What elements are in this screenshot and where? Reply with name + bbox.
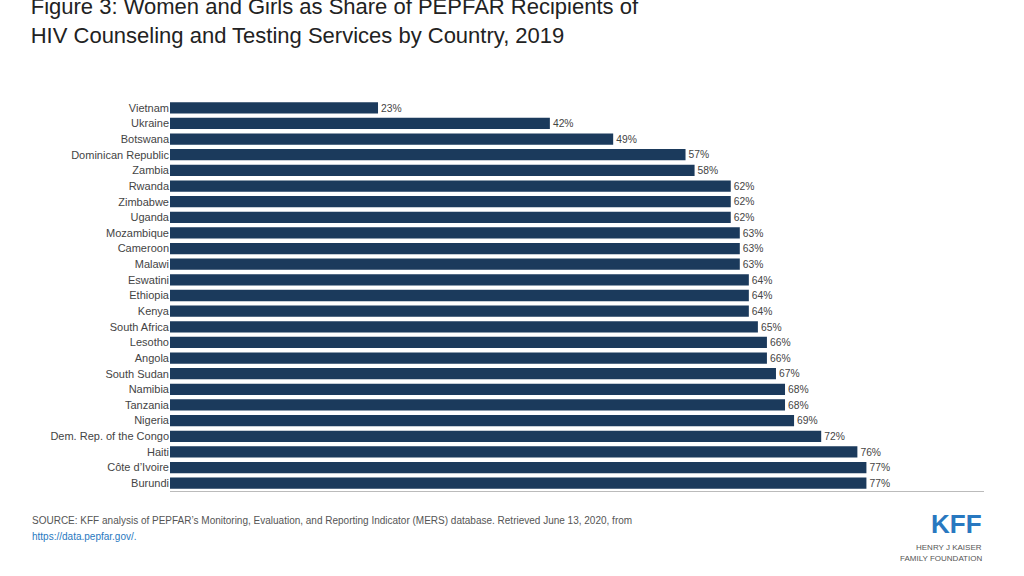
svg-text:Ethiopia: Ethiopia [129,289,170,301]
svg-text:Vietnam: Vietnam [129,102,169,114]
svg-text:67%: 67% [779,368,800,379]
svg-text:62%: 62% [734,196,755,207]
svg-text:Ukraine: Ukraine [131,117,169,129]
svg-text:62%: 62% [734,181,755,192]
svg-text:Haiti: Haiti [147,446,169,458]
svg-text:Lesotho: Lesotho [130,336,169,348]
svg-text:https://data.pepfar.gov/.: https://data.pepfar.gov/. [32,531,137,542]
svg-text:68%: 68% [788,384,809,395]
svg-text:66%: 66% [770,353,791,364]
svg-text:Burundi: Burundi [131,477,169,489]
svg-text:57%: 57% [689,149,710,160]
svg-text:Namibia: Namibia [129,383,170,395]
svg-text:Tanzania: Tanzania [125,399,170,411]
svg-text:Cameroon: Cameroon [118,242,169,254]
svg-text:63%: 63% [743,259,764,270]
svg-text:Eswatini: Eswatini [128,274,169,286]
svg-text:Zimbabwe: Zimbabwe [118,196,169,208]
svg-text:49%: 49% [616,134,637,145]
svg-text:Uganda: Uganda [130,211,169,223]
svg-text:South Africa: South Africa [110,321,170,333]
svg-text:64%: 64% [752,306,773,317]
svg-text:Rwanda: Rwanda [129,180,170,192]
svg-text:77%: 77% [869,478,890,489]
svg-text:42%: 42% [553,118,574,129]
svg-text:SOURCE: KFF analysis of PEPFAR: SOURCE: KFF analysis of PEPFAR’s Monitor… [32,515,632,526]
svg-text:Malawi: Malawi [135,258,169,270]
svg-text:FAMILY FOUNDATION: FAMILY FOUNDATION [900,554,982,563]
svg-text:63%: 63% [743,228,764,239]
svg-text:72%: 72% [824,431,845,442]
svg-text:65%: 65% [761,322,782,333]
svg-text:62%: 62% [734,212,755,223]
svg-text:HENRY J KAISER: HENRY J KAISER [916,543,982,552]
svg-text:64%: 64% [752,275,773,286]
svg-text:KFF: KFF [931,509,982,539]
svg-text:63%: 63% [743,243,764,254]
svg-text:Angola: Angola [135,352,170,364]
svg-text:Côte d’Ivoire: Côte d’Ivoire [107,461,169,473]
svg-text:66%: 66% [770,337,791,348]
svg-text:23%: 23% [381,103,402,114]
svg-text:58%: 58% [698,165,719,176]
svg-text:South Sudan: South Sudan [105,368,169,380]
svg-text:69%: 69% [797,415,818,426]
svg-text:77%: 77% [869,462,890,473]
svg-text:Zambia: Zambia [132,164,170,176]
svg-text:Mozambique: Mozambique [106,227,169,239]
svg-text:68%: 68% [788,400,809,411]
svg-text:Figure 3: Women and Girls as S: Figure 3: Women and Girls as Share of PE… [31,0,639,48]
svg-text:Kenya: Kenya [138,305,170,317]
svg-text:Nigeria: Nigeria [134,414,170,426]
svg-text:Dem. Rep. of the Congo: Dem. Rep. of the Congo [50,430,169,442]
svg-text:Dominican Republic: Dominican Republic [71,149,169,161]
svg-text:64%: 64% [752,290,773,301]
svg-text:Botswana: Botswana [121,133,170,145]
svg-text:76%: 76% [860,447,881,458]
